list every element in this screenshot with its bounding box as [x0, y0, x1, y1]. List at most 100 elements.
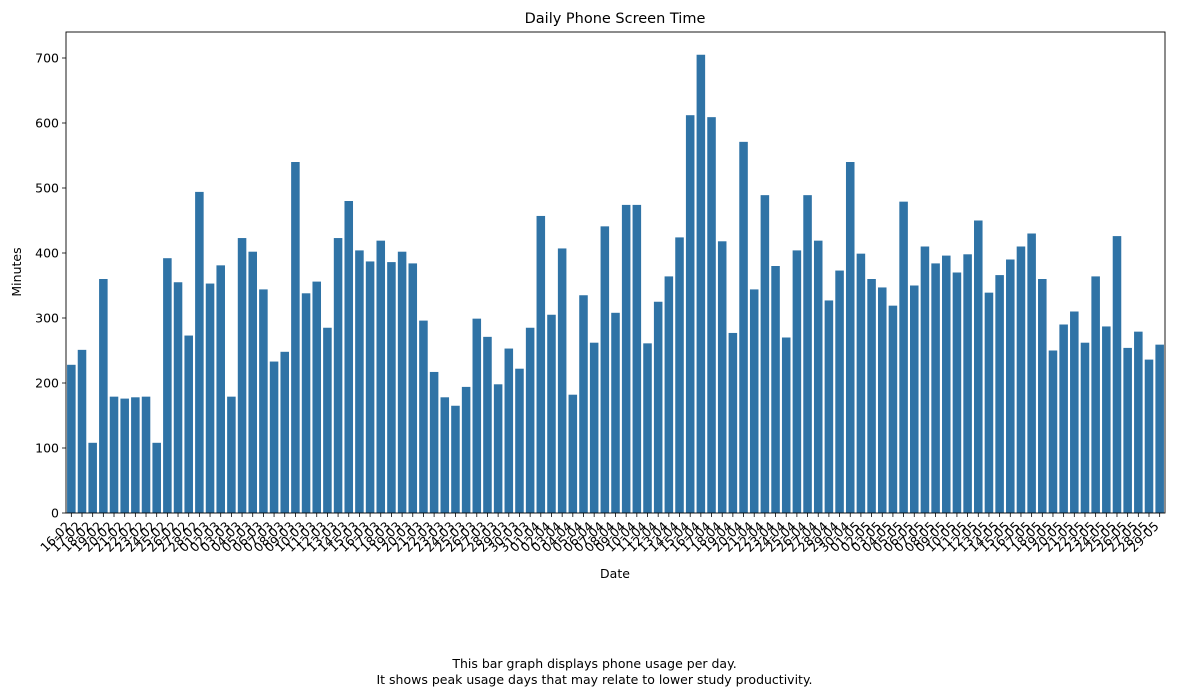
bar-11-04 [643, 343, 652, 513]
bar-18-03 [387, 262, 396, 513]
bar-09-05 [942, 255, 951, 513]
bar-06-05 [909, 285, 919, 513]
x-axis: 16-0217-0218-0219-0220-0221-0222-0223-02… [37, 513, 1162, 555]
bar-27-04 [813, 240, 823, 513]
bar-09-03 [291, 162, 300, 513]
bar-24-04 [781, 337, 791, 513]
bar-25-04 [792, 250, 802, 513]
bar-28-04 [824, 300, 834, 513]
bar-24-02 [152, 442, 161, 513]
bar-02-03 [216, 265, 225, 513]
bar-28-02 [195, 191, 204, 513]
bar-22-04 [760, 195, 770, 513]
y-axis: 0 100 200 300 400 500 600 700 [35, 51, 66, 521]
bar-18-05 [1038, 279, 1047, 513]
bars-group [67, 54, 1164, 514]
bar-10-04 [632, 204, 642, 513]
bar-16-03 [365, 261, 375, 513]
bar-12-04 [653, 301, 663, 513]
bar-16-05 [1016, 246, 1026, 513]
bar-29-05 [1155, 344, 1164, 513]
bar-22-02 [131, 397, 140, 513]
y-tick-label: 400 [35, 246, 59, 261]
bar-16-04 [696, 54, 706, 513]
bar-12-03 [323, 327, 332, 513]
bar-23-04 [771, 266, 780, 513]
caption-line-2: It shows peak usage days that may relate… [376, 672, 813, 687]
bar-01-03 [205, 283, 215, 513]
y-axis-label: Minutes [9, 247, 24, 296]
bar-10-05 [952, 272, 962, 513]
bar-18-02 [88, 442, 97, 513]
bar-30-04 [845, 162, 855, 513]
y-tick-label: 500 [35, 181, 59, 196]
chart-title: Daily Phone Screen Time [525, 11, 706, 27]
bar-13-04 [664, 276, 674, 513]
bar-22-05 [1080, 342, 1090, 513]
bar-19-03 [397, 251, 407, 513]
bar-24-03 [451, 405, 460, 513]
bar-26-03 [472, 318, 482, 513]
bar-25-03 [461, 386, 471, 513]
bar-22-03 [429, 371, 439, 513]
bar-02-05 [867, 279, 876, 513]
y-tick-label: 100 [35, 441, 59, 456]
y-tick-label: 700 [35, 51, 59, 66]
bar-20-04 [739, 141, 748, 513]
bar-11-03 [312, 281, 322, 513]
bar-07-05 [920, 246, 930, 513]
bar-17-02 [77, 349, 87, 513]
bar-11-05 [963, 254, 972, 514]
bar-06-04 [589, 342, 599, 513]
bar-08-03 [280, 351, 290, 513]
bar-27-03 [483, 336, 492, 513]
bar-23-03 [440, 397, 450, 513]
bar-03-05 [877, 287, 887, 513]
bar-30-03 [515, 368, 524, 513]
bar-25-05 [1112, 236, 1122, 513]
bar-13-03 [333, 238, 343, 514]
bar-04-04 [568, 394, 578, 513]
plot-frame [65, 31, 1166, 514]
bar-15-03 [355, 250, 364, 513]
bar-19-02 [99, 279, 108, 513]
bar-21-05 [1070, 311, 1079, 513]
bar-28-03 [493, 384, 503, 513]
y-tick-label: 600 [35, 116, 59, 131]
bar-04-03 [237, 238, 247, 514]
bar-26-02 [173, 282, 183, 513]
bar-08-05 [931, 263, 940, 513]
bar-21-02 [120, 398, 129, 513]
bar-27-02 [184, 335, 193, 513]
bar-25-02 [163, 258, 172, 513]
bar-14-04 [675, 237, 684, 513]
bar-09-04 [621, 204, 631, 513]
bar-07-04 [600, 226, 610, 513]
bar-10-03 [301, 293, 311, 513]
bar-21-04 [749, 289, 759, 513]
bar-05-04 [579, 295, 588, 513]
bar-26-05 [1123, 347, 1132, 513]
bar-04-05 [888, 305, 898, 513]
bar-15-04 [685, 115, 695, 513]
bar-01-04 [536, 215, 546, 513]
bar-15-05 [1006, 259, 1015, 513]
bar-16-02 [67, 364, 76, 513]
bar-20-05 [1059, 324, 1068, 513]
bar-24-05 [1102, 326, 1111, 513]
y-tick-label: 300 [35, 311, 59, 326]
bar-23-02 [141, 396, 151, 513]
bar-05-03 [248, 251, 257, 513]
bar-14-03 [344, 201, 354, 513]
bar-17-04 [707, 117, 716, 514]
bar-05-05 [899, 201, 908, 513]
bar-03-03 [227, 396, 236, 513]
bar-23-05 [1091, 276, 1100, 513]
y-tick-label: 0 [51, 506, 59, 521]
bar-17-03 [376, 240, 386, 513]
y-tick-label: 200 [35, 376, 59, 391]
bar-12-05 [974, 220, 983, 513]
bar-20-02 [109, 396, 119, 513]
bar-26-04 [803, 195, 812, 513]
